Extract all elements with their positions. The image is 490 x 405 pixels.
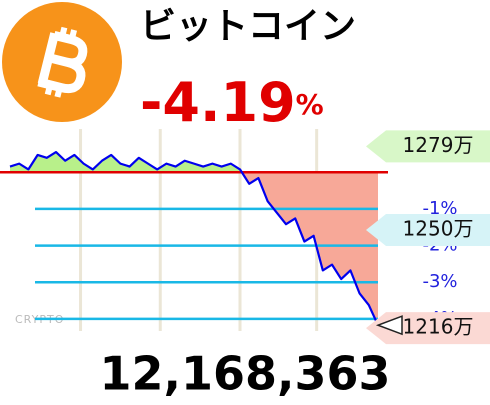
last-marker: [375, 315, 403, 336]
area-below: [10, 172, 378, 326]
title: ビットコイン: [140, 6, 356, 47]
price-callout: [366, 130, 490, 163]
price-label: 1216万: [403, 315, 474, 339]
price-label: 1250万: [403, 217, 474, 241]
change-unit: %: [296, 88, 324, 121]
price-label: 1279万: [403, 133, 474, 157]
bitcoin-logo: [2, 2, 122, 122]
level-label: -1%: [422, 198, 457, 219]
area-above: [10, 152, 242, 173]
logo-b: [37, 26, 88, 98]
price-callout: [366, 214, 490, 246]
price-line: [9, 150, 380, 326]
price: 12,168,363: [99, 347, 390, 401]
change-value: -4.19: [140, 71, 296, 134]
level-label: -3%: [422, 271, 457, 292]
change: -4.19%: [140, 71, 324, 134]
